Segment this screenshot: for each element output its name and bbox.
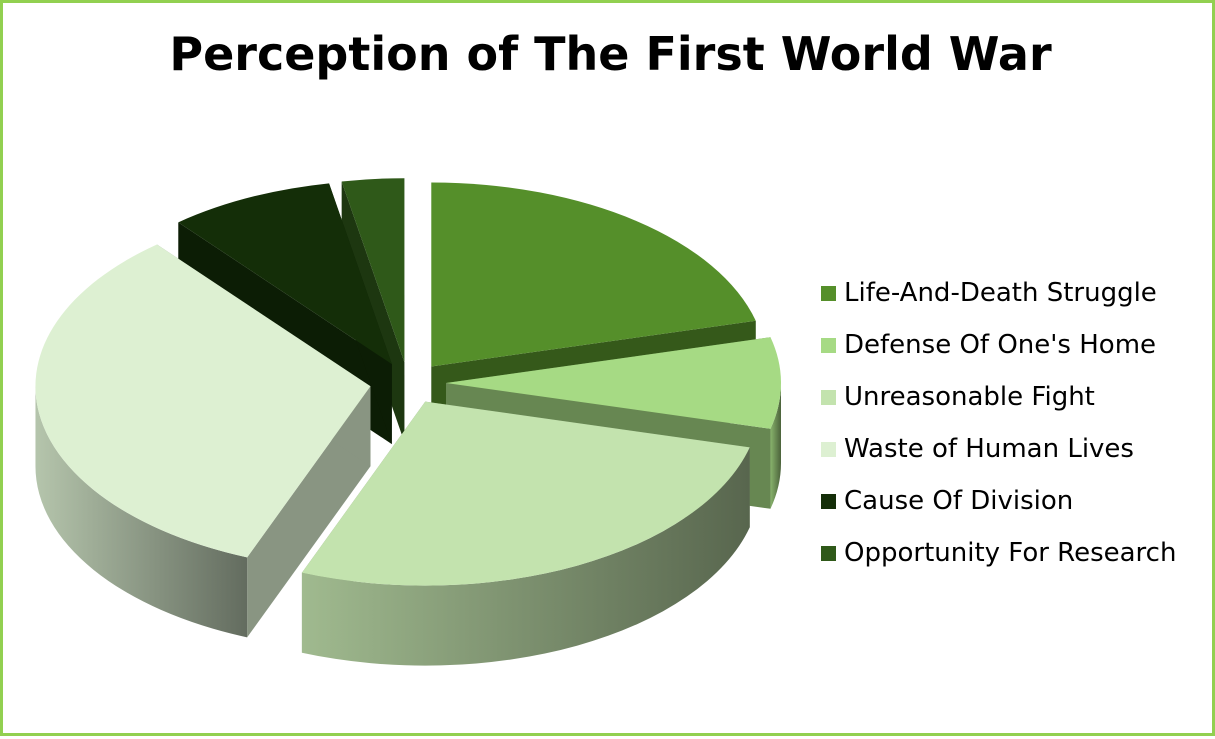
legend-item: Unreasonable Fight <box>821 371 1176 423</box>
pie-slice-top: Cause Of Division <box>178 183 392 365</box>
legend-swatch <box>821 545 836 561</box>
legend-swatch <box>821 337 836 353</box>
legend-swatch <box>821 285 836 301</box>
pie-slice-top: Opportunity For Research <box>341 178 405 363</box>
pie-slice-outer-wall <box>770 383 782 509</box>
legend-item: Cause Of Division <box>821 475 1176 527</box>
pie-slice-top: Waste of Human Lives <box>35 244 371 558</box>
pie-chart: Opportunity For ResearchCause Of Divisio… <box>35 178 782 666</box>
pie-slice-wall <box>247 386 371 638</box>
legend-item: Life-And-Death Struggle <box>821 267 1176 319</box>
legend-item: Defense Of One's Home <box>821 319 1176 371</box>
pie-slice-top: Defense Of One's Home <box>446 337 782 429</box>
legend-label: Life-And-Death Struggle <box>844 278 1157 308</box>
legend-label: Opportunity For Research <box>844 538 1177 568</box>
legend-swatch <box>821 493 836 509</box>
pie-slice-3: Waste of Human Lives <box>35 244 371 638</box>
legend-item: Waste of Human Lives <box>821 423 1176 475</box>
legend-label: Unreasonable Fight <box>844 382 1095 412</box>
legend-label: Defense Of One's Home <box>844 330 1157 360</box>
legend-label: Cause Of Division <box>844 486 1074 516</box>
legend-swatch <box>821 389 836 405</box>
pie-slice-top: Life-And-Death Struggle <box>431 182 756 367</box>
pie-slice-outer-wall <box>35 386 248 638</box>
pie-slice-2: Unreasonable Fight <box>301 401 750 666</box>
legend-swatch <box>821 441 836 457</box>
legend-label: Waste of Human Lives <box>844 434 1134 464</box>
chart-legend: Life-And-Death Struggle Defense Of One's … <box>821 267 1176 579</box>
pie-slice-outer-wall <box>301 447 750 666</box>
pie-slice-top: Unreasonable Fight <box>301 401 750 586</box>
legend-item: Opportunity For Research <box>821 527 1176 579</box>
chart-title: Perception of The First World War <box>169 27 1052 81</box>
